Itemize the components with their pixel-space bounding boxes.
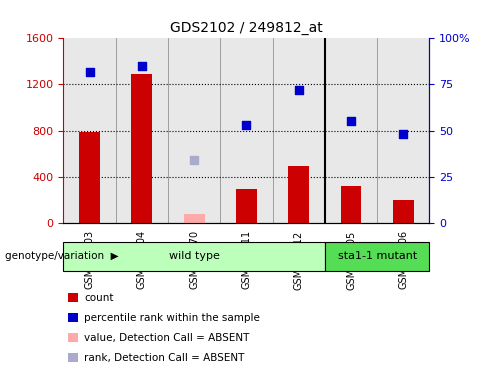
Point xyxy=(295,87,303,93)
Bar xyxy=(183,214,204,223)
Text: percentile rank within the sample: percentile rank within the sample xyxy=(84,313,260,323)
Bar xyxy=(131,74,152,223)
Text: rank, Detection Call = ABSENT: rank, Detection Call = ABSENT xyxy=(84,353,244,362)
Point xyxy=(190,157,198,163)
Text: count: count xyxy=(84,293,113,303)
Bar xyxy=(393,200,414,223)
Point xyxy=(399,131,407,137)
Title: GDS2102 / 249812_at: GDS2102 / 249812_at xyxy=(170,21,323,35)
Bar xyxy=(79,132,100,223)
Point xyxy=(347,118,355,124)
Point xyxy=(138,63,146,69)
Text: value, Detection Call = ABSENT: value, Detection Call = ABSENT xyxy=(84,333,249,343)
Point xyxy=(243,122,250,128)
Text: sta1-1 mutant: sta1-1 mutant xyxy=(338,251,417,262)
Text: wild type: wild type xyxy=(169,251,220,262)
Bar xyxy=(236,189,257,223)
Text: genotype/variation  ▶: genotype/variation ▶ xyxy=(5,251,119,262)
Point xyxy=(86,68,94,74)
Bar xyxy=(341,186,362,223)
Bar xyxy=(288,166,309,223)
